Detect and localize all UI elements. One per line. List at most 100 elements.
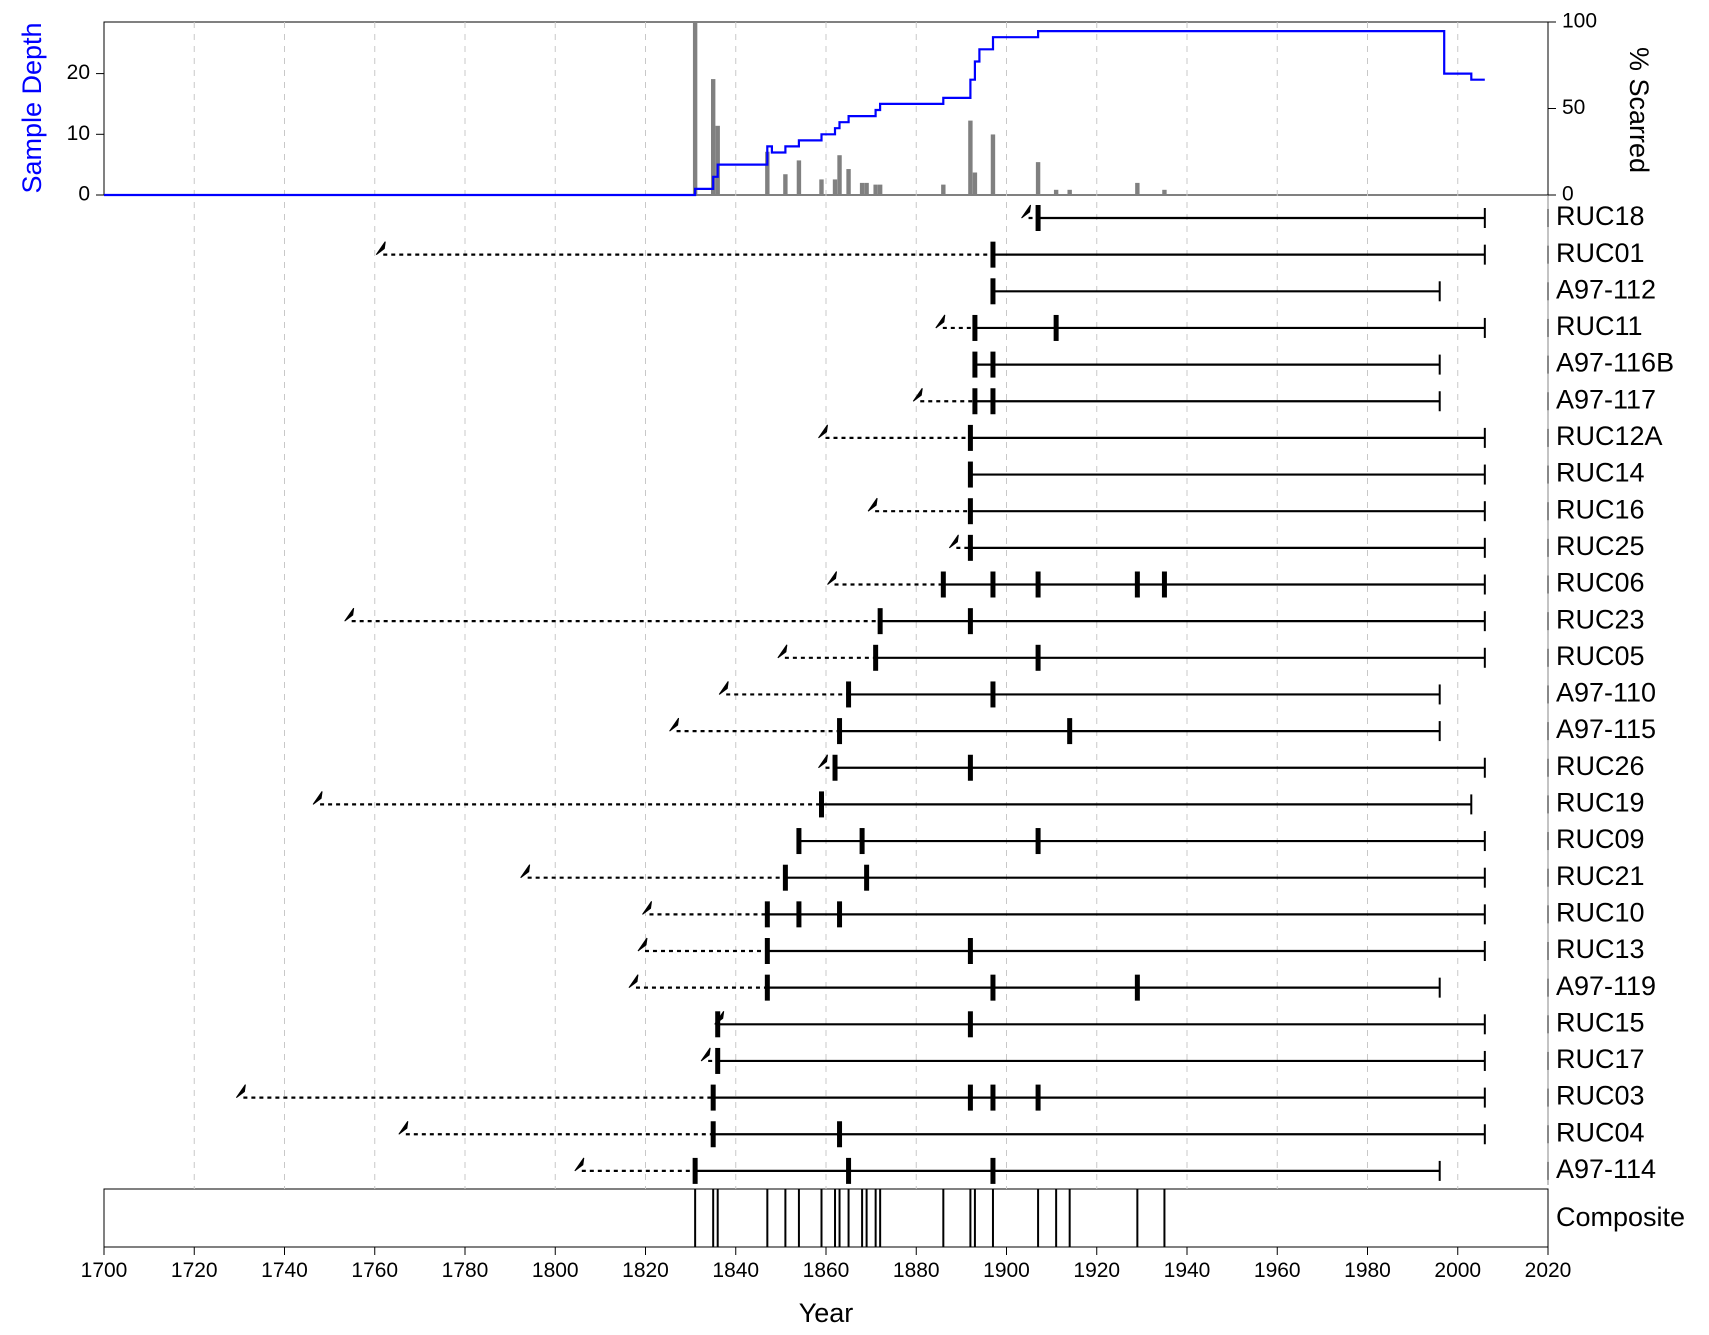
- series-label-RUC01: RUC01: [1556, 238, 1645, 268]
- series-RUC14: RUC14: [967, 458, 1645, 488]
- series-RUC21: RUC21: [520, 861, 1645, 891]
- series-RUC17: RUC17: [700, 1044, 1645, 1074]
- scarred-bar-1871: [873, 184, 878, 195]
- depth-tick-label-20: 20: [67, 61, 90, 84]
- pith-marker-RUC01: [375, 241, 386, 256]
- scarred-bar-1836: [715, 125, 720, 195]
- scarred-bar-1886: [941, 184, 946, 195]
- pith-marker-RUC05: [777, 644, 788, 659]
- scarred-bar-1831: [692, 22, 698, 195]
- series-label-RUC05: RUC05: [1556, 641, 1645, 671]
- series-RUC23: RUC23: [344, 604, 1645, 634]
- sample-depth-axis-title: Sample Depth: [17, 22, 47, 193]
- scarred-bar-1862: [832, 179, 838, 195]
- series-label-RUC23: RUC23: [1556, 604, 1645, 634]
- composite-panel-frame: [103, 1188, 1549, 1248]
- series-label-RUC19: RUC19: [1556, 788, 1645, 818]
- scarred-bar-1865: [846, 169, 851, 195]
- scarred-bar-1935: [1162, 189, 1167, 195]
- series-label-A97-112: A97-112: [1556, 274, 1656, 304]
- series-RUC03: RUC03: [235, 1081, 1645, 1111]
- series-label-A97-116B: A97-116B: [1556, 348, 1674, 378]
- pith-marker-RUC10: [642, 901, 652, 915]
- pith-marker-RUC11: [935, 314, 946, 329]
- pith-marker-A97-114: [574, 1157, 585, 1172]
- series-RUC09: RUC09: [796, 824, 1645, 854]
- series-RUC25: RUC25: [948, 531, 1645, 561]
- scarred-bar-1911: [1053, 189, 1059, 195]
- series-RUC13: RUC13: [637, 934, 1645, 964]
- series-A97-114: A97-114: [574, 1154, 1656, 1184]
- scarred-bar-1893: [972, 172, 978, 195]
- pith-marker-RUC13: [637, 937, 648, 952]
- x-tick-label-1700: 1700: [81, 1259, 128, 1282]
- percent-scarred-bars: [692, 22, 1167, 195]
- x-tick-label-1940: 1940: [1164, 1259, 1211, 1282]
- pith-marker-RUC25: [948, 534, 959, 549]
- pith-marker-A97-119: [628, 974, 639, 989]
- series-label-A97-114: A97-114: [1556, 1154, 1656, 1184]
- x-tick-label-2020: 2020: [1525, 1259, 1572, 1282]
- scarred-bar-1869: [864, 182, 869, 195]
- x-tick-label-2000: 2000: [1434, 1259, 1481, 1282]
- scarred-bar-1859: [819, 179, 824, 195]
- percent-scarred-axis-title: % Scarred: [1624, 47, 1654, 173]
- series-RUC16: RUC16: [867, 494, 1645, 524]
- series-label-RUC15: RUC15: [1556, 1007, 1645, 1037]
- series-label-A97-115: A97-115: [1556, 714, 1656, 744]
- series-RUC10: RUC10: [642, 897, 1645, 927]
- scarred-bar-1847: [765, 151, 770, 195]
- scarred-bar-1914: [1067, 189, 1072, 195]
- scarred-bar-1929: [1135, 182, 1140, 195]
- pith-marker-A97-117: [912, 387, 923, 402]
- scarred-tick-label-0: 0: [1562, 183, 1574, 206]
- series-label-RUC17: RUC17: [1556, 1044, 1645, 1074]
- scarred-bar-1897: [990, 134, 996, 195]
- x-tick-label-1960: 1960: [1254, 1259, 1301, 1282]
- series-RUC18: RUC18: [1021, 201, 1645, 231]
- pith-marker-RUC18: [1021, 204, 1032, 219]
- series-label-A97-110: A97-110: [1556, 678, 1656, 708]
- x-tick-label-1920: 1920: [1073, 1259, 1120, 1282]
- x-tick-label-1840: 1840: [712, 1259, 759, 1282]
- sample-depth-line: [104, 30, 1485, 197]
- pith-marker-RUC19: [312, 791, 323, 805]
- pith-marker-RUC16: [867, 497, 878, 512]
- series-RUC04: RUC04: [398, 1117, 1645, 1147]
- series-A97-116B: A97-116B: [972, 348, 1674, 378]
- scarred-bar-1851: [783, 174, 788, 195]
- series-RUC19: RUC19: [312, 788, 1645, 818]
- series-label-RUC09: RUC09: [1556, 824, 1645, 854]
- tree-series: RUC18 RUC01 A97-112 RUC11 A97-116B A97-117 RUC…: [235, 201, 1674, 1184]
- pith-marker-RUC21: [520, 864, 531, 879]
- composite-label: Composite: [1556, 1202, 1685, 1232]
- series-A97-117: A97-117: [912, 384, 1656, 414]
- series-label-RUC26: RUC26: [1556, 751, 1645, 781]
- x-tick-label-1980: 1980: [1344, 1259, 1391, 1282]
- series-A97-115: A97-115: [669, 714, 1656, 744]
- series-A97-110: A97-110: [718, 678, 1656, 708]
- pith-marker-A97-110: [718, 681, 729, 695]
- pith-marker-RUC17: [700, 1047, 711, 1062]
- series-label-RUC14: RUC14: [1556, 458, 1645, 488]
- x-tick-label-1860: 1860: [803, 1259, 850, 1282]
- series-RUC06: RUC06: [827, 568, 1645, 598]
- composite-events: [694, 1189, 1166, 1247]
- x-tick-label-1740: 1740: [261, 1259, 308, 1282]
- series-label-RUC21: RUC21: [1556, 861, 1645, 891]
- x-tick-label-1800: 1800: [532, 1259, 579, 1282]
- series-label-RUC18: RUC18: [1556, 201, 1645, 231]
- series-A97-119: A97-119: [628, 971, 1656, 1001]
- x-axis-title: Year: [799, 1298, 854, 1328]
- series-A97-112: A97-112: [990, 274, 1656, 304]
- series-label-RUC11: RUC11: [1556, 311, 1643, 341]
- vertical-gridlines: [193, 22, 1459, 1189]
- series-label-RUC13: RUC13: [1556, 934, 1645, 964]
- pith-marker-RUC03: [235, 1084, 246, 1098]
- depth-tick-label-10: 10: [67, 122, 90, 145]
- pith-marker-RUC26: [818, 754, 828, 769]
- axes: 1700 1720 1740 1760 1780 1800 1820 1840 1860 1880…: [67, 10, 1597, 1282]
- scarred-bar-1892: [968, 120, 973, 195]
- x-tick-label-1720: 1720: [171, 1259, 218, 1282]
